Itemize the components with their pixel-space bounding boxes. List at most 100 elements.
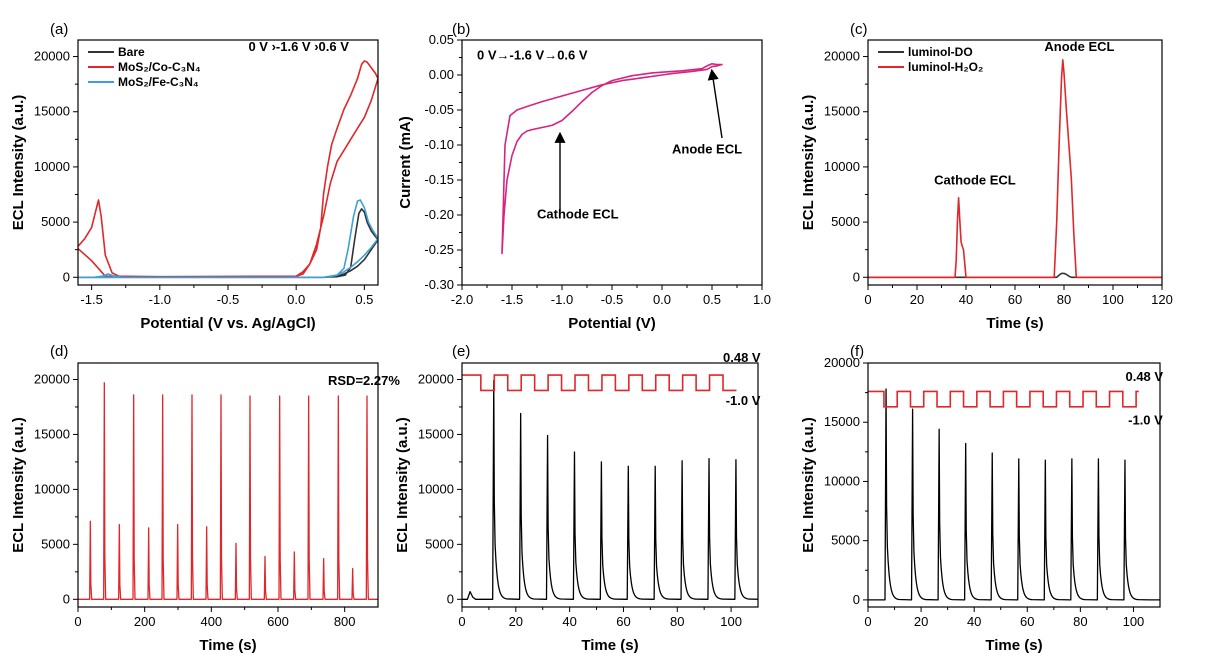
panel-f: (f) 0 20 40 60 80 100 0 5000 10000 15000 20000 Time … [800,343,1163,654]
potential-waveform [462,374,737,392]
y-tick-label: 10000 [34,159,70,174]
y-tick-label: 5000 [831,533,860,548]
x-tick-label: 0 [74,614,81,629]
x-tick-label: 600 [267,614,289,629]
y-tick-label: 0.05 [429,32,454,47]
x-tick-label: 0 [864,292,871,307]
panel-label: (b) [452,21,470,38]
plot-frame [867,39,1163,286]
plot-area [868,59,1162,279]
y-tick-label: 20000 [34,371,70,386]
x-tick-label: -2.0 [451,292,473,307]
x-tick-label: 0 [458,614,465,629]
y-tick-label: 10000 [824,473,860,488]
plot-frame [867,362,1161,608]
plot-area [868,388,1160,601]
x-axis-label: Potential (V vs. Ag/AgCl) [140,315,315,332]
x-tick-label: 0.0 [287,292,305,307]
y-axis-label: Current (mA) [397,116,414,209]
y-tick-label: -0.25 [424,242,454,257]
annotation: 0.48 V [723,350,761,365]
plot-area [462,374,758,600]
potential-waveform [868,390,1139,408]
y-axis-label: ECL Intensity (a.u.) [800,95,817,231]
series-line-2 [78,60,378,278]
series-line-1 [78,208,378,279]
x-axis-label: Time (s) [986,315,1043,332]
x-tick-label: 200 [134,614,156,629]
panel-c: (c) 0 20 40 60 80 100 120 0 5000 10000 15000 20000 Ti… [800,21,1173,332]
y-tick-label: -0.05 [424,102,454,117]
legend-entry: luminol-DO [908,45,973,59]
y-axis-label: ECL Intensity (a.u.) [10,417,27,553]
y-tick-label: 0 [63,591,70,606]
x-tick-label: 60 [1008,292,1022,307]
y-tick-label: 0 [63,269,70,284]
annotation: Anode ECL [1044,39,1114,54]
series-line-1 [78,382,378,600]
x-tick-label: 20 [509,614,523,629]
panel-label: (d) [50,343,68,360]
plot-frame [461,362,759,608]
x-tick-label: 100 [720,614,742,629]
x-axis-label: Time (s) [985,637,1042,654]
annotation: -1.0 V [726,393,761,408]
plot-frame [77,39,379,286]
plot-frame [461,39,763,286]
y-tick-label: 15000 [34,426,70,441]
annotation: RSD=2.27% [328,373,400,388]
x-tick-label: 20 [910,292,924,307]
y-axis-label: ECL Intensity (a.u.) [800,417,817,553]
annotation: 0 V→-1.6 V→0.6 V [477,48,588,63]
x-tick-label: -0.5 [217,292,239,307]
y-tick-label: 10000 [418,481,454,496]
x-tick-label: 0.5 [355,292,373,307]
plot-frame [77,362,379,608]
series-line-1 [462,379,758,600]
y-tick-label: 5000 [425,536,454,551]
y-tick-label: 15000 [824,414,860,429]
y-tick-label: 0 [853,269,860,284]
x-tick-label: 0.5 [703,292,721,307]
x-tick-label: 80 [1057,292,1071,307]
annotation: Cathode ECL [934,173,1016,188]
series-line-1 [501,63,723,255]
x-tick-label: 40 [959,292,973,307]
plot-area [501,63,723,255]
y-tick-label: 5000 [41,214,70,229]
y-tick-label: -0.10 [424,137,454,152]
y-tick-label: 20000 [34,49,70,64]
annotation: 0 V ›-1.6 V ›0.6 V [248,39,349,54]
y-tick-label: 20000 [418,371,454,386]
legend-entry: Bare [118,45,145,59]
y-tick-label: 5000 [831,214,860,229]
y-tick-label: 20000 [824,49,860,64]
panel-a: (a) -1.5 -1.0 -0.5 0.0 0.5 0 5000 10000 15000 2000… [10,21,379,332]
x-tick-label: -0.5 [601,292,623,307]
y-tick-label: 15000 [824,104,860,119]
y-tick-label: 15000 [34,104,70,119]
y-tick-label: 0 [853,592,860,607]
x-tick-label: 80 [670,614,684,629]
x-tick-label: -1.0 [551,292,573,307]
plot-area [78,60,378,279]
x-tick-label: 100 [1102,292,1124,307]
y-axis-label: ECL Intensity (a.u.) [394,417,411,553]
annotation: 0.48 V [1125,369,1163,384]
x-tick-label: -1.5 [80,292,102,307]
x-tick-label: 60 [616,614,630,629]
x-tick-label: 0.0 [653,292,671,307]
panel-label: (c) [850,21,868,38]
series-line-1 [868,388,1160,601]
x-axis-label: Potential (V) [568,315,656,332]
x-tick-label: 1.0 [753,292,771,307]
y-tick-label: 10000 [34,481,70,496]
x-tick-label: 20 [914,614,928,629]
x-tick-label: -1.0 [149,292,171,307]
y-tick-label: -0.20 [424,207,454,222]
plot-area [78,382,378,600]
x-tick-label: 80 [1073,614,1087,629]
y-tick-label: 0 [447,591,454,606]
legend-entry: luminol-H₂O₂ [908,60,983,74]
